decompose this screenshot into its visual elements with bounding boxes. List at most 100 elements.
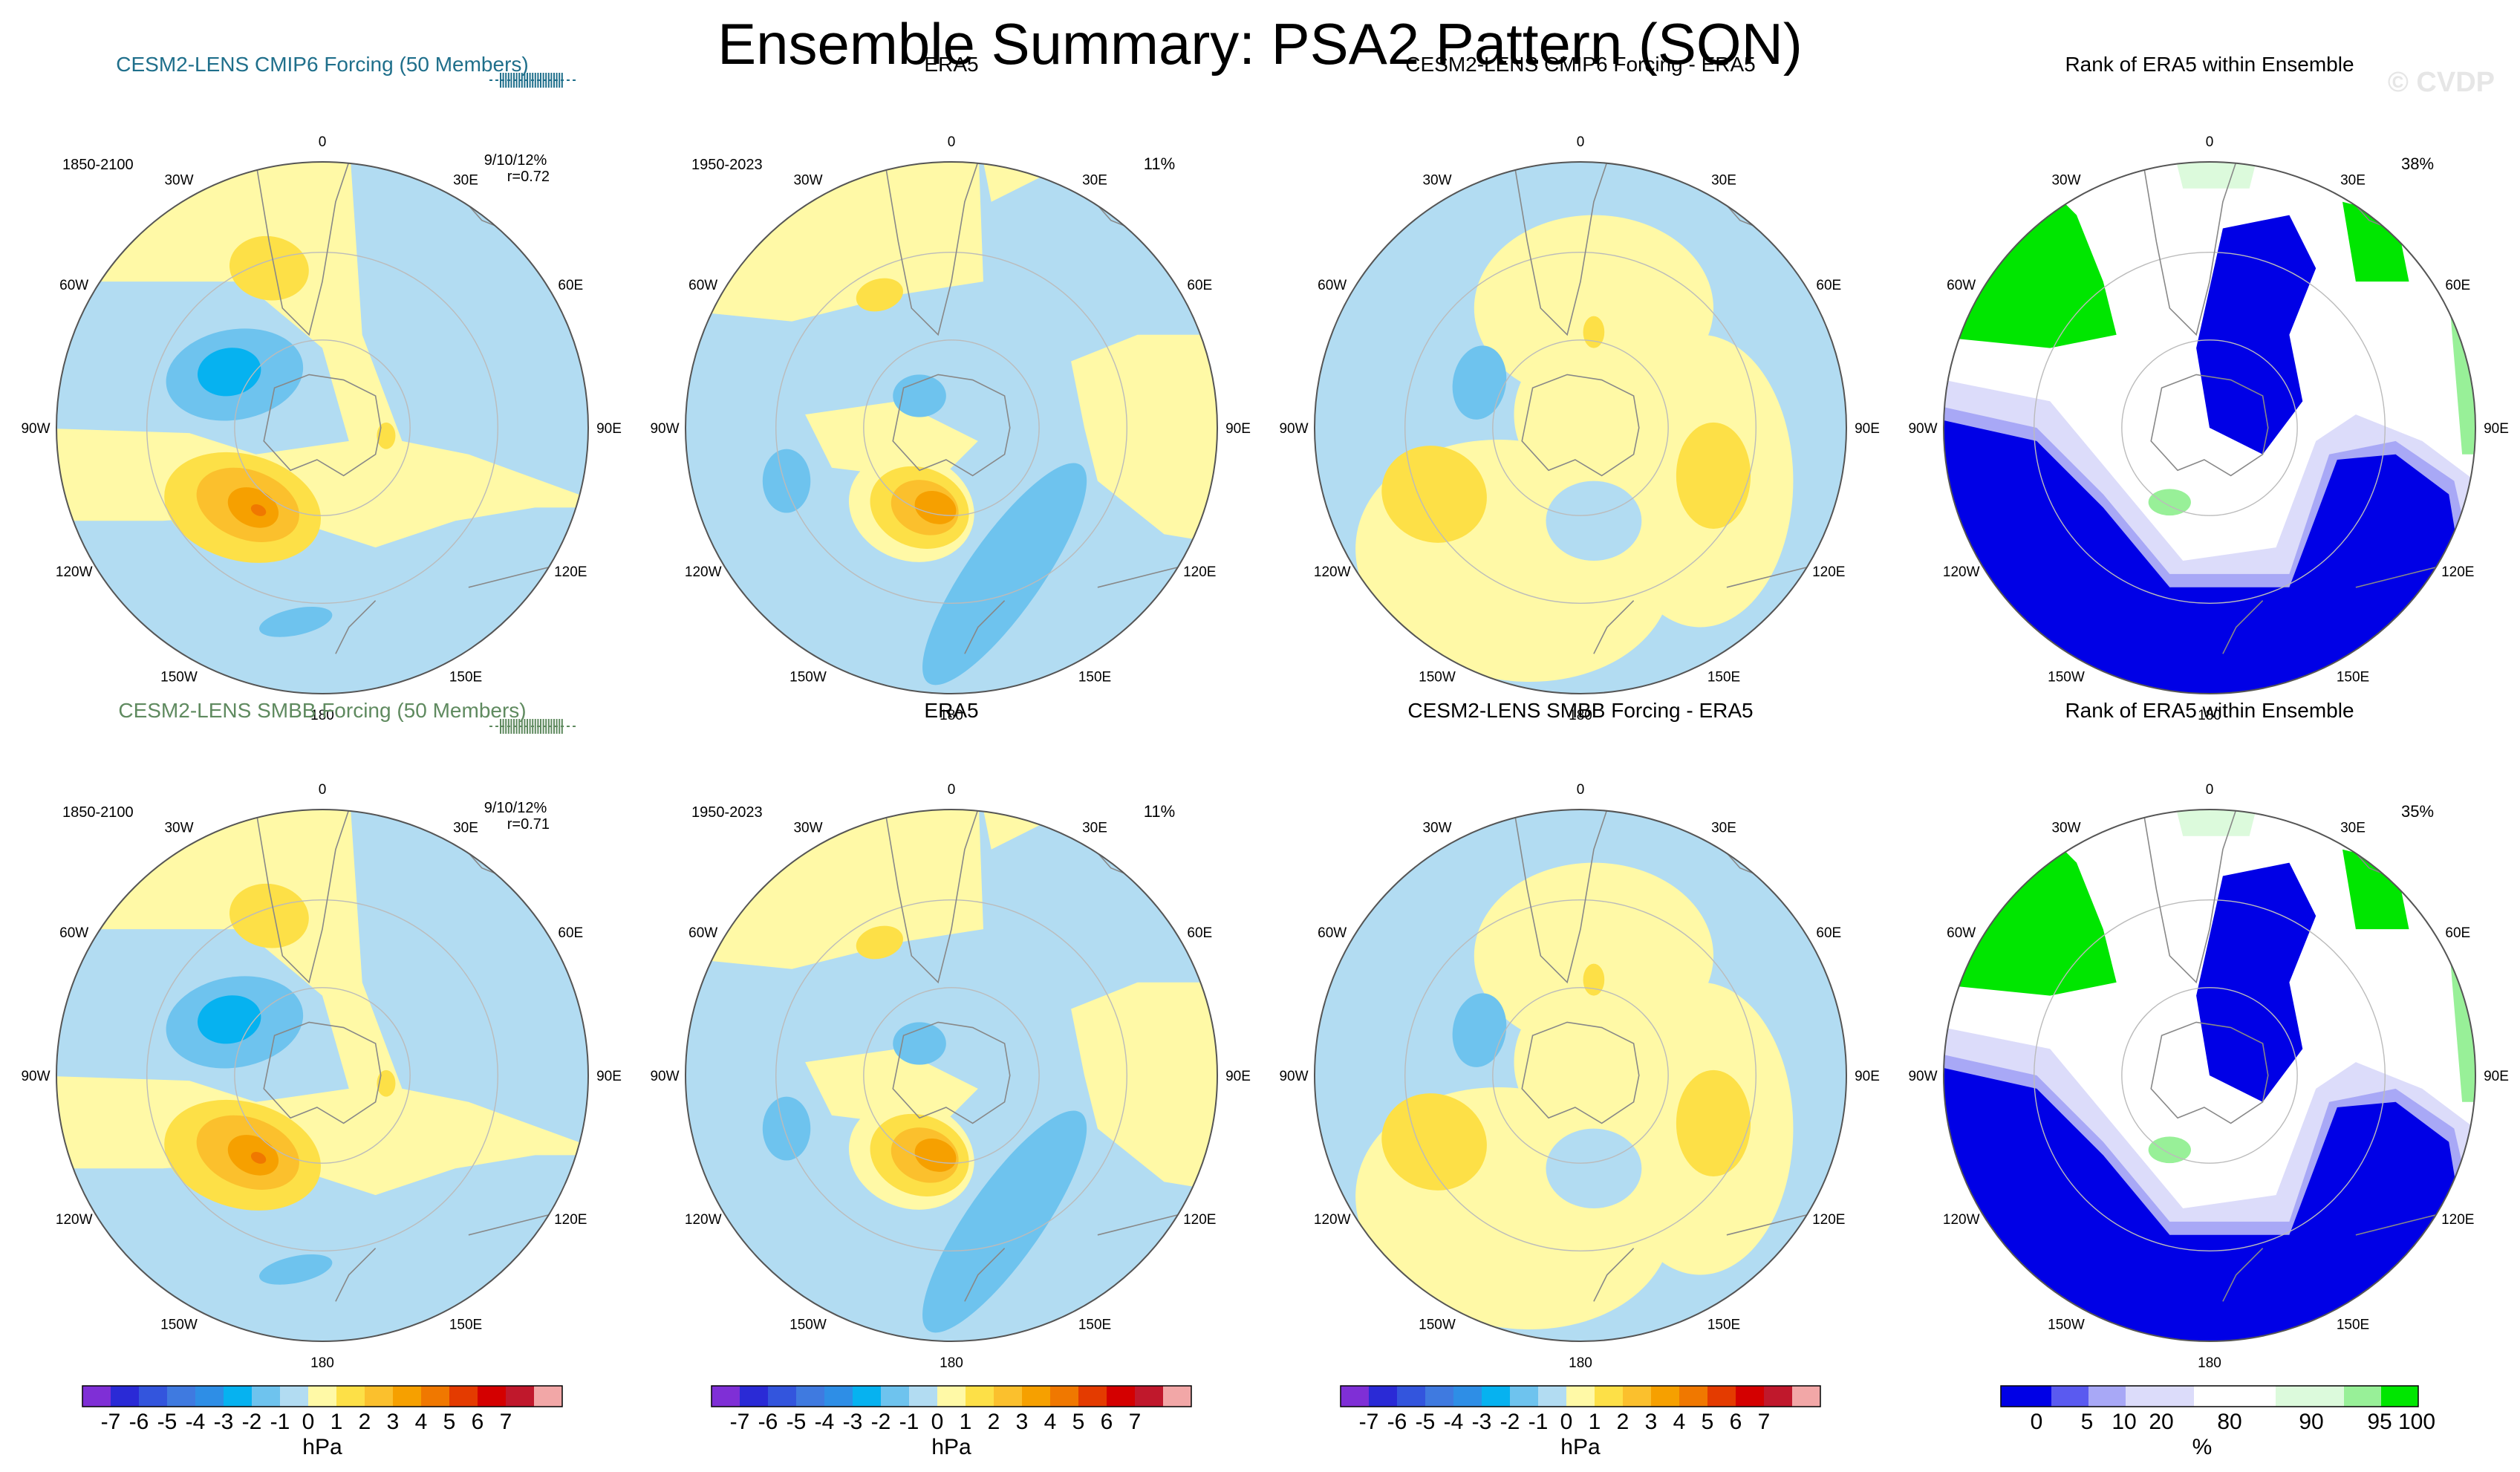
colorbar-swatch bbox=[393, 1386, 421, 1407]
longitude-label: 180 bbox=[1569, 1355, 1592, 1371]
longitude-label: 150E bbox=[2337, 1317, 2369, 1332]
colorbar-swatch bbox=[881, 1386, 909, 1407]
longitude-label: 30E bbox=[1082, 173, 1107, 189]
longitude-label: 150E bbox=[1078, 669, 1111, 685]
colorbar-tick-label: 6 bbox=[472, 1410, 484, 1434]
longitude-label: 150W bbox=[160, 1317, 198, 1332]
antarctica-coastline bbox=[892, 374, 1011, 477]
longitude-label: 30W bbox=[2051, 821, 2080, 836]
colorbar-swatch bbox=[111, 1386, 139, 1407]
colorbar-swatch bbox=[1425, 1386, 1453, 1407]
rank-lowest bbox=[2196, 862, 2316, 1102]
longitude-label: 60W bbox=[688, 278, 717, 293]
colorbar-swatch bbox=[1135, 1386, 1163, 1407]
latitude-circle bbox=[2034, 899, 2386, 1251]
latitude-circle bbox=[2034, 252, 2386, 604]
negative-anomaly bbox=[259, 606, 333, 637]
longitude-label: 90E bbox=[1225, 421, 1251, 437]
main-title: Ensemble Summary: PSA2 Pattern (SON) bbox=[717, 11, 1803, 76]
period-label: 1850-2100 bbox=[62, 157, 134, 173]
longitude-label: 60W bbox=[59, 278, 88, 293]
longitude-label: 150W bbox=[1419, 669, 1456, 685]
colorbar-tick-label: -4 bbox=[186, 1410, 206, 1434]
panel-title: ERA5 bbox=[924, 53, 978, 76]
colorbar-swatch bbox=[506, 1386, 534, 1407]
colorbar-swatch bbox=[1792, 1386, 1820, 1407]
colorbar-swatch bbox=[167, 1386, 195, 1407]
colorbar-swatch bbox=[796, 1386, 824, 1407]
panel-obs-row1: ERA5 1950-2023 11% 0 30E 60E 90E 120E 150E 180 150… bbox=[650, 53, 1250, 723]
latitude-circle bbox=[234, 987, 411, 1164]
longitude-label: 60W bbox=[1947, 278, 1976, 293]
latitude-circle bbox=[146, 899, 498, 1251]
colorbar-swatch bbox=[740, 1386, 768, 1407]
member-spread-ticks bbox=[489, 73, 579, 88]
longitude-label: 120E bbox=[2441, 1212, 2474, 1228]
longitude-label: 180 bbox=[310, 1355, 334, 1371]
longitude-label: 90W bbox=[21, 1069, 50, 1084]
positive-region bbox=[1071, 982, 1217, 1196]
longitude-label: 30E bbox=[1711, 173, 1736, 189]
longitude-label: 30W bbox=[1422, 173, 1451, 189]
colorbar-tick-label: 4 bbox=[415, 1410, 428, 1434]
longitude-label: 60E bbox=[2445, 925, 2470, 941]
longitude-label: 150W bbox=[2048, 669, 2085, 685]
negative-anomaly bbox=[922, 1110, 1087, 1333]
panel-ens-row2: CESM2-LENS SMBB Forcing (50 Members) 1850… bbox=[21, 699, 621, 1371]
colorbar-swatch bbox=[1107, 1386, 1135, 1407]
colorbar-swatch bbox=[1707, 1386, 1736, 1407]
colorbar-tick-label: -4 bbox=[1444, 1410, 1464, 1434]
colorbar-tick-label: 90 bbox=[2299, 1410, 2323, 1434]
colorbar-swatch bbox=[336, 1386, 365, 1407]
longitude-label: 120W bbox=[1943, 564, 1980, 580]
latitude-circle bbox=[775, 899, 1127, 1251]
positive-anomaly bbox=[229, 235, 309, 301]
colorbar-tick-label: -1 bbox=[899, 1410, 919, 1434]
negative-anomaly bbox=[922, 463, 1087, 685]
colorbar-swatch bbox=[2088, 1386, 2126, 1407]
longitude-label: 150W bbox=[2048, 1317, 2085, 1332]
map-boundary bbox=[1943, 809, 2476, 1342]
south-america-coastline bbox=[1513, 810, 1608, 984]
longitude-label: 90E bbox=[596, 421, 622, 437]
strong-negative-anomaly bbox=[198, 995, 261, 1044]
longitude-label: 30W bbox=[2051, 173, 2080, 189]
colorbar-tick-label: 1 bbox=[331, 1410, 343, 1434]
colorbar-tick-label: 3 bbox=[1645, 1410, 1658, 1434]
colorbar-swatch bbox=[2051, 1386, 2088, 1407]
positive-anomaly bbox=[914, 490, 957, 524]
latitude-circle bbox=[1492, 339, 1669, 516]
longitude-label: 120W bbox=[56, 1212, 93, 1228]
longitude-label: 120W bbox=[1314, 564, 1351, 580]
colorbar-hpa-1: -7 -6 -5 -4 -3 -2 -1 0 1 2 3 4 5 6 7 hPa bbox=[711, 1385, 1192, 1459]
longitude-label: 60E bbox=[2445, 278, 2470, 293]
colorbar-tick-label: -3 bbox=[1472, 1410, 1492, 1434]
longitude-label: 90W bbox=[1908, 421, 1937, 437]
longitude-label: 180 bbox=[310, 708, 334, 723]
colorbar-swatch bbox=[909, 1386, 937, 1407]
map-boundary bbox=[685, 161, 1218, 694]
antarctica-coastline bbox=[263, 1021, 382, 1124]
colorbar-swatch bbox=[2276, 1386, 2344, 1407]
positive-anomaly bbox=[229, 883, 309, 948]
colorbar-swatch bbox=[1538, 1386, 1566, 1407]
south-america-coastline bbox=[884, 810, 979, 984]
longitude-label: 120E bbox=[1812, 564, 1845, 580]
positive-anomaly bbox=[1381, 1093, 1487, 1191]
colorbar-tick-label: -2 bbox=[242, 1410, 262, 1434]
colorbar-swatch bbox=[449, 1386, 478, 1407]
south-america-coastline bbox=[255, 810, 350, 984]
colorbar-tick-label: 5 bbox=[1702, 1410, 1714, 1434]
positive-anomaly bbox=[856, 925, 903, 960]
colorbar-units: hPa bbox=[1560, 1435, 1601, 1459]
colorbar-tick-label: -7 bbox=[101, 1410, 121, 1434]
colorbar-swatch bbox=[82, 1386, 111, 1407]
panel-ens-row1: CESM2-LENS CMIP6 Forcing (50 Members) 185… bbox=[21, 53, 621, 723]
panel-title: CESM2-LENS SMBB Forcing (50 Members) bbox=[118, 699, 526, 722]
south-america-coastline bbox=[2142, 162, 2237, 336]
colorbar-swatch bbox=[365, 1386, 393, 1407]
longitude-label: 0 bbox=[948, 134, 956, 150]
longitude-label: 120E bbox=[554, 1212, 587, 1228]
longitude-label: 180 bbox=[2198, 708, 2221, 723]
cvdp-watermark: © CVDP bbox=[2387, 67, 2495, 98]
